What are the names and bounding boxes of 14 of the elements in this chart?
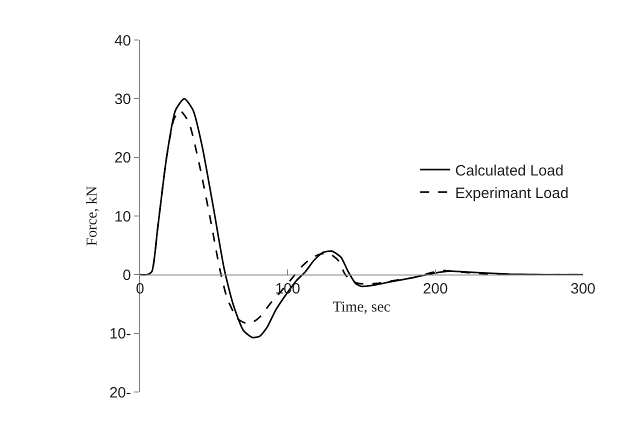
legend-label: Experimant Load <box>455 184 569 202</box>
x-tick-label: 300 <box>570 280 596 298</box>
y-tick-label: 40 <box>114 32 131 50</box>
y-tick-label: 20 <box>114 150 131 167</box>
y-tick-label: 20- <box>109 384 131 402</box>
y-tick-label: 0 <box>122 266 131 284</box>
y-tick-label: 30 <box>114 90 131 108</box>
y-axis-title: Force, kN <box>84 186 101 246</box>
y-tick-label: 10- <box>109 326 131 343</box>
legend-label: Calculated Load <box>455 162 564 180</box>
x-tick-label: 0 <box>136 280 144 298</box>
x-tick-label: 200 <box>422 280 448 298</box>
y-tick-label: 10 <box>114 208 131 226</box>
x-axis-title: Time, sec <box>332 300 391 316</box>
